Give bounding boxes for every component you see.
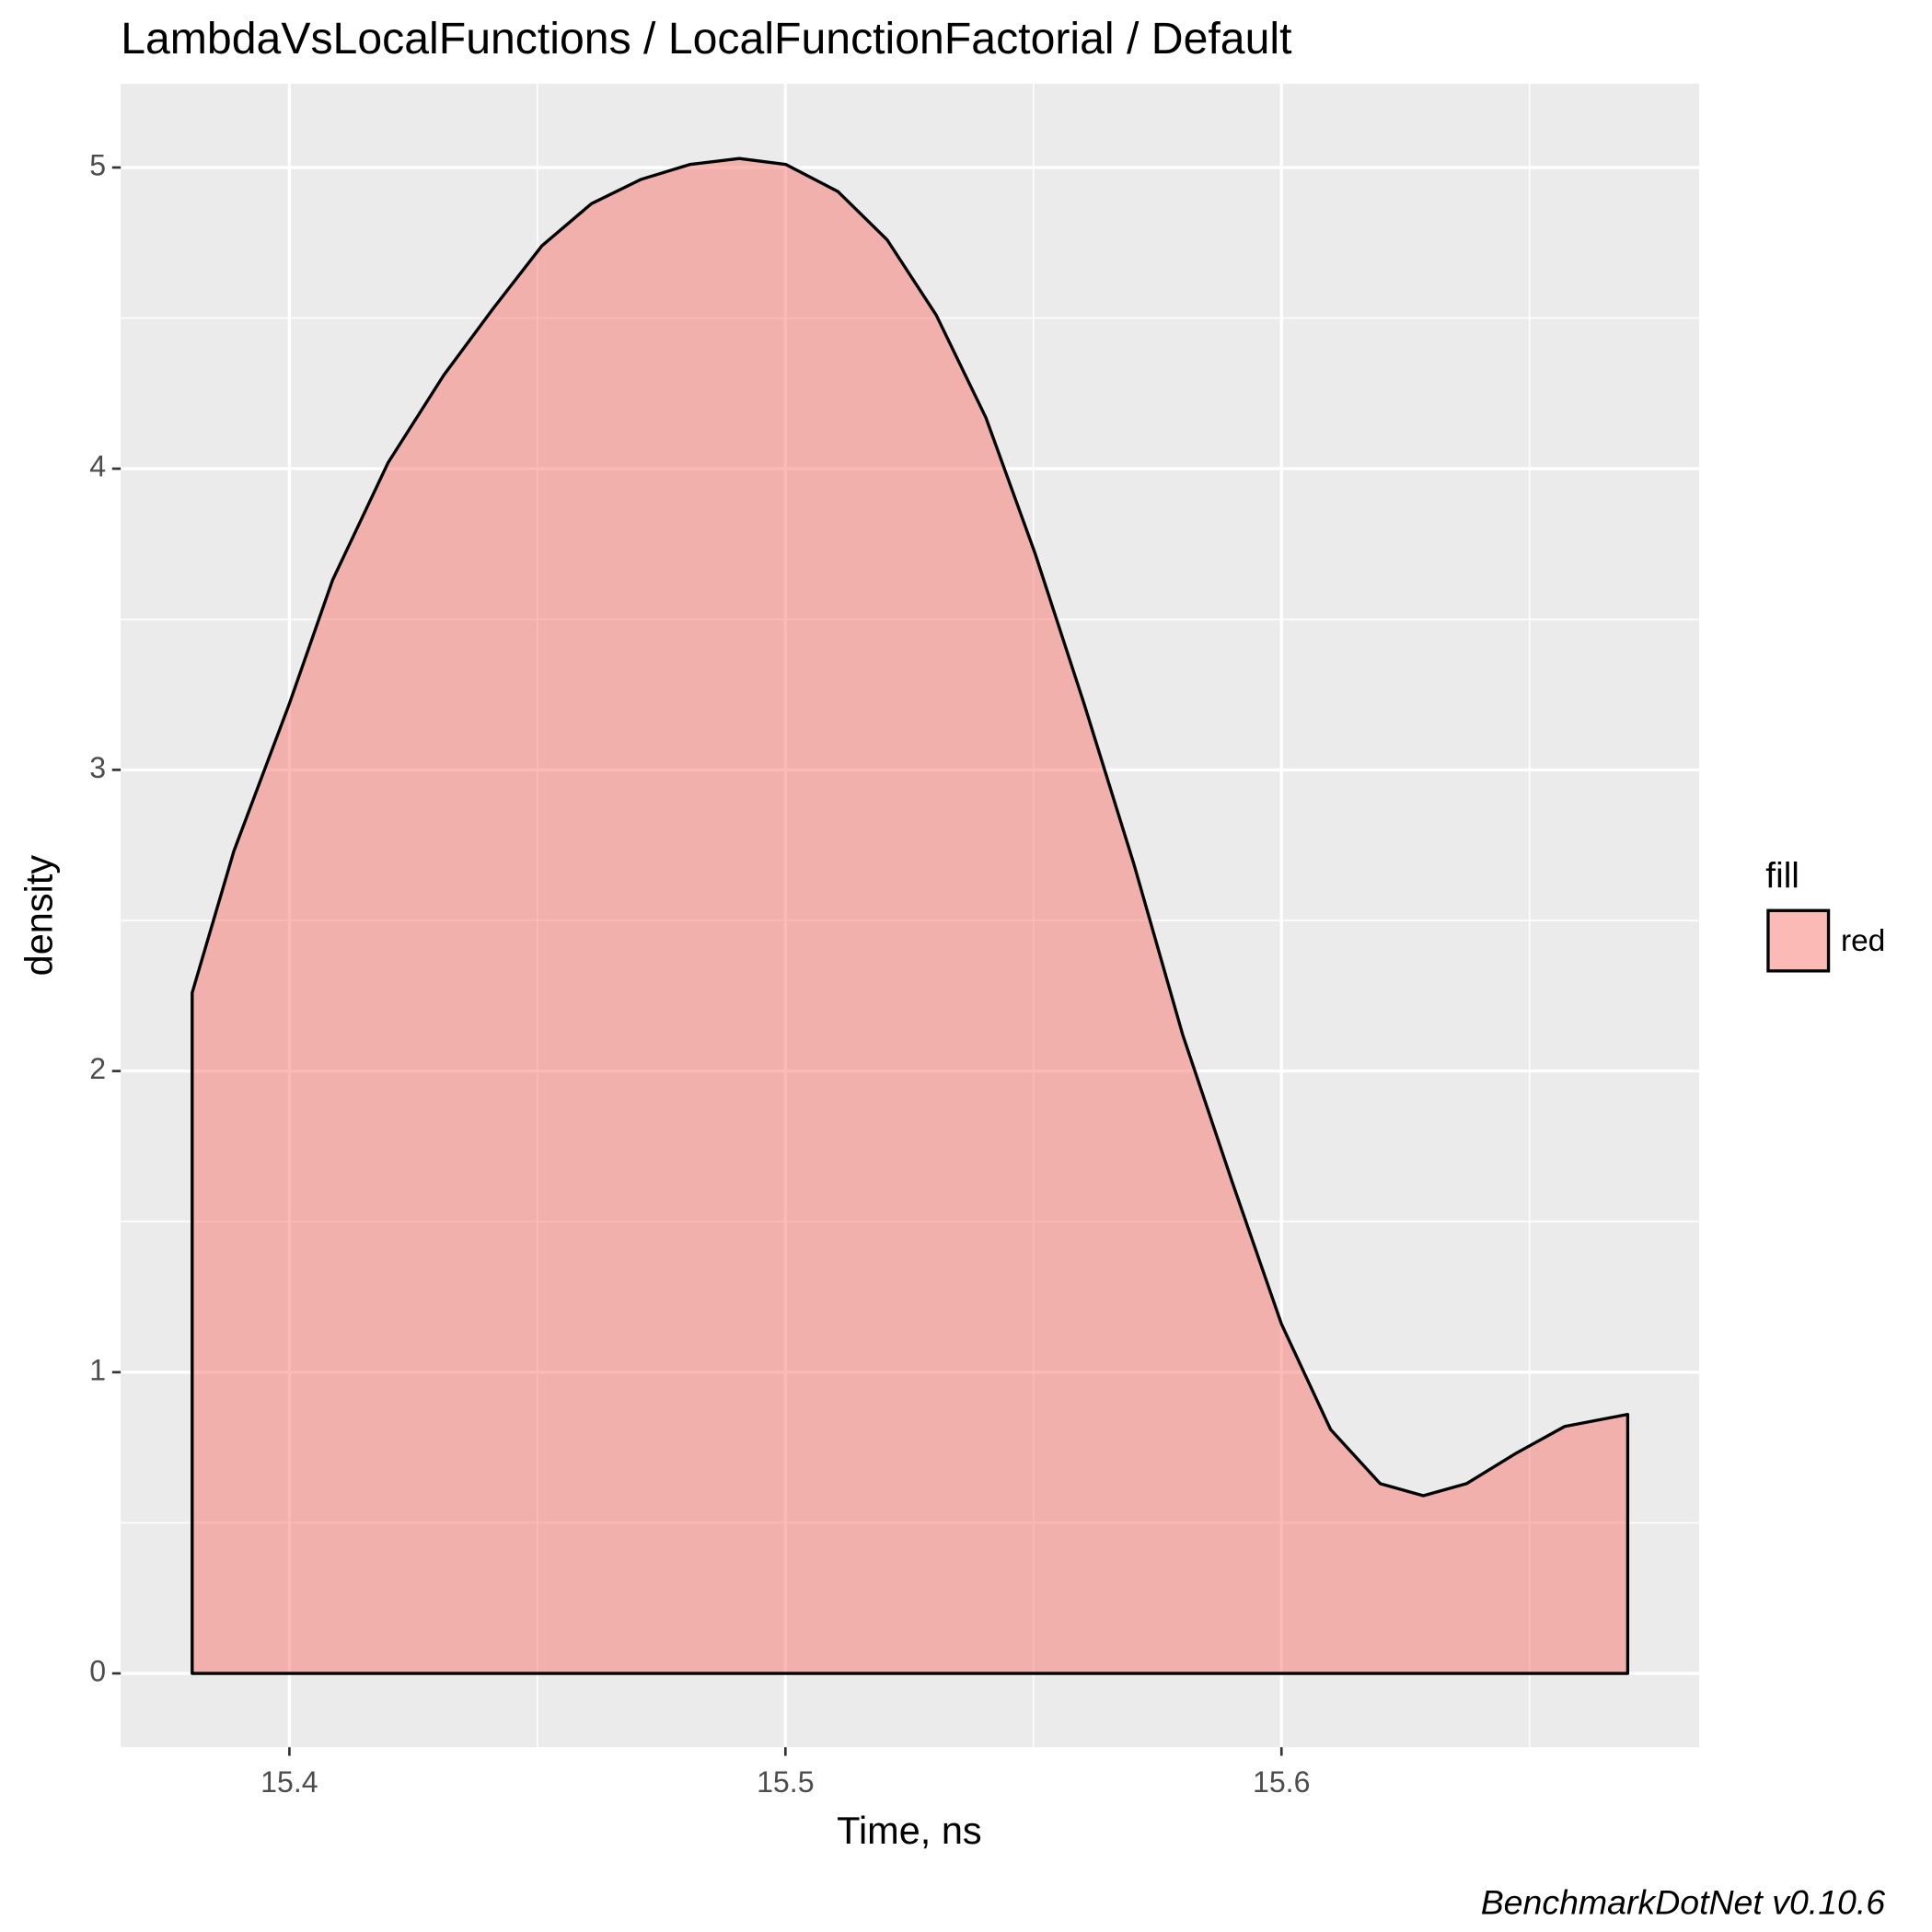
y-tick-label: 5 [89,148,106,181]
legend-label: red [1841,924,1885,958]
y-tick-label: 3 [89,751,106,784]
x-axis-label: Time, ns [837,1809,982,1852]
chart-title: LambdaVsLocalFunctions / LocalFunctionFa… [121,14,1292,64]
marks [191,156,1630,1675]
labels: 15.4 15.5 15.6 0 1 2 3 4 5 red [89,148,1885,1798]
y-tick-label: 2 [89,1052,106,1085]
legend-title: fill [1765,857,1799,897]
y-tick-label: 1 [89,1353,106,1386]
x-tick-label: 15.6 [1253,1765,1311,1799]
caption: BenchmarkDotNet v0.10.6 [1481,1882,1886,1921]
legend-swatch [1766,908,1831,973]
y-tick-label: 0 [89,1655,106,1688]
x-tick-label: 15.5 [757,1765,815,1799]
y-axis-label: density [17,855,60,977]
density-area [191,156,1630,1675]
y-tick-label: 4 [89,450,106,483]
x-tick-label: 15.4 [260,1765,318,1799]
